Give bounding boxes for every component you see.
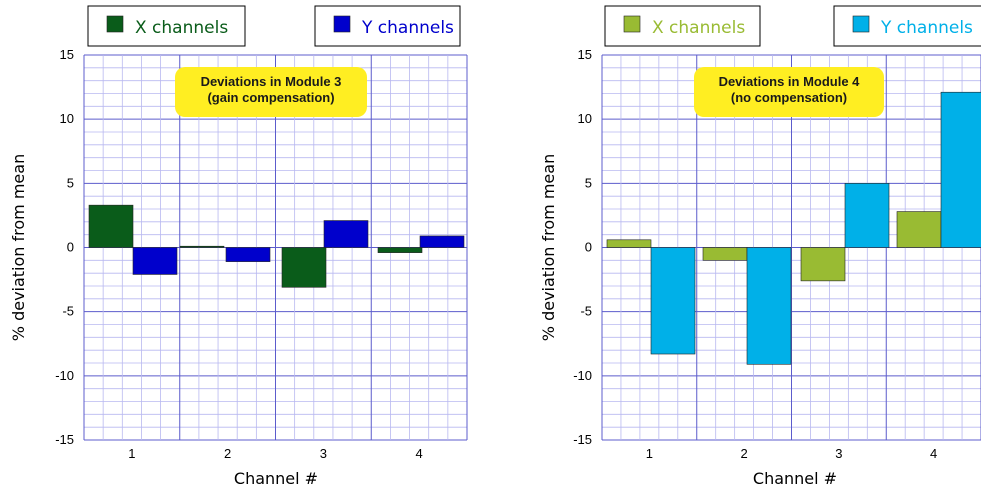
y-axis-label: % deviation from mean <box>9 154 28 341</box>
x-tick-label: 1 <box>128 446 135 461</box>
legend-label: X channels <box>652 18 745 38</box>
legend-swatch <box>623 15 641 33</box>
x-tick-label: 1 <box>646 446 653 461</box>
y-tick-label: -15 <box>573 432 592 447</box>
legend-item-x: X channels <box>604 5 761 47</box>
y-tick-label: 5 <box>67 175 74 190</box>
y-axis-label: % deviation from mean <box>539 154 558 341</box>
legend-swatch <box>852 15 870 33</box>
annotation-text: (no compensation) <box>731 90 847 105</box>
x-tick-label: 4 <box>930 446 937 461</box>
bar-x-channel-1 <box>606 239 652 248</box>
y-tick-label: -15 <box>55 432 74 447</box>
bar-x-channel-3 <box>281 247 327 288</box>
chart-1: 15 10 5 0 -5 -10 -15 1 2 3 4 Channel # % deviation f… <box>9 5 468 488</box>
bar-x-channel-2 <box>702 247 748 261</box>
bar-x-channel-4 <box>377 247 423 253</box>
y-tick-label: 5 <box>585 175 592 190</box>
bar-y-channel-3 <box>844 183 890 248</box>
bar-y-channel-4 <box>419 235 465 248</box>
annotation-box <box>694 67 884 117</box>
legend-swatch <box>106 15 124 33</box>
legend-label: Y channels <box>880 18 973 38</box>
x-tick-label: 4 <box>416 446 423 461</box>
x-axis-label: Channel # <box>234 469 318 488</box>
y-tick-label: 0 <box>67 240 74 255</box>
y-tick-label: -10 <box>55 368 74 383</box>
bar-y-channel-2 <box>225 247 271 262</box>
legend-item-y: Y channels <box>314 5 461 47</box>
bar-x-channel-2 <box>179 245 225 248</box>
y-tick-label: 15 <box>578 47 592 62</box>
x-axis-label: Channel # <box>753 469 837 488</box>
grid <box>83 54 468 441</box>
chart-2: 15 10 5 0 -5 -10 -15 1 2 3 4 Channel # % deviation f… <box>539 5 981 488</box>
bar-x-channel-3 <box>800 247 846 282</box>
legend-swatch <box>333 15 351 33</box>
x-tick-label: 2 <box>224 446 231 461</box>
legend-item-y: Y channels <box>833 5 981 47</box>
bar-y-channel-1 <box>132 247 178 275</box>
bar-x-channel-1 <box>88 204 134 248</box>
x-tick-label: 3 <box>835 446 842 461</box>
legend-label: Y channels <box>361 18 454 38</box>
legend-item-x: X channels <box>87 5 246 47</box>
annotation-text: Deviations in Module 4 <box>719 74 861 89</box>
bar-y-channel-2 <box>746 247 792 365</box>
annotation-text: (gain compensation) <box>207 90 334 105</box>
y-tick-label: 10 <box>578 111 592 126</box>
y-tick-label: 10 <box>60 111 74 126</box>
x-tick-label: 3 <box>320 446 327 461</box>
bar-y-channel-4 <box>940 91 981 248</box>
annotation-text: Deviations in Module 3 <box>201 74 342 89</box>
y-tick-label: 15 <box>60 47 74 62</box>
bar-y-channel-1 <box>650 247 696 355</box>
annotation-box <box>175 67 367 117</box>
bar-x-channel-4 <box>896 211 942 248</box>
y-tick-label: -5 <box>580 304 592 319</box>
legend-label: X channels <box>135 18 228 38</box>
y-tick-label: -5 <box>62 304 74 319</box>
x-tick-label: 2 <box>741 446 748 461</box>
y-tick-label: 0 <box>585 240 592 255</box>
bar-y-channel-3 <box>323 220 369 248</box>
y-tick-label: -10 <box>573 368 592 383</box>
